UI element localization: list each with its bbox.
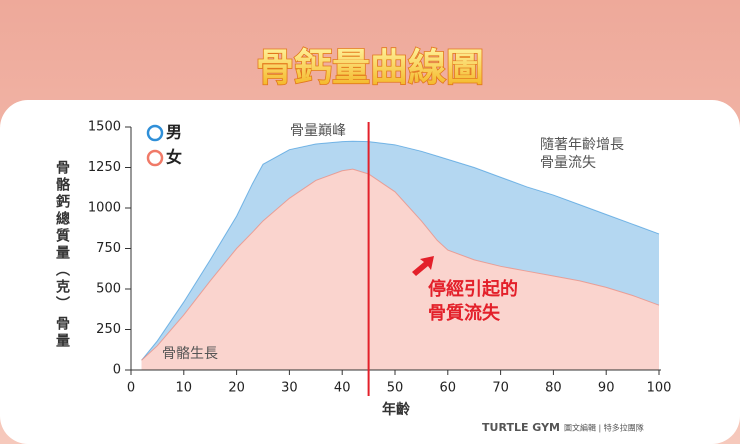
y-axis-label: 骨骼鈣總質量（克）	[54, 159, 71, 313]
x-tick-label: 70	[492, 381, 509, 396]
annotation: 停經引起的	[428, 278, 518, 300]
x-tick-label: 100	[647, 381, 672, 396]
legend-marker	[146, 149, 164, 167]
annotation: 骨量巔峰	[290, 123, 346, 139]
logo: TURTLE GYM	[482, 421, 560, 434]
x-tick-label: 0	[127, 381, 135, 396]
legend-label: 女	[166, 148, 182, 167]
y-tick-label: 0	[113, 363, 121, 378]
x-tick-label: 30	[281, 381, 298, 396]
y-tick-label: 500	[96, 282, 121, 297]
y-tick-label: 1500	[88, 120, 121, 135]
x-tick-label: 60	[440, 381, 457, 396]
y-tick-label: 1000	[88, 201, 121, 216]
y-tick-label: 1250	[88, 160, 121, 175]
line	[141, 140, 660, 361]
annotation: 隨著年齡增長	[540, 137, 624, 153]
chart-title: 骨鈣量曲線圖	[256, 46, 484, 90]
x-tick-label: 40	[334, 381, 351, 396]
legend-marker	[146, 124, 164, 142]
x-tick-label: 80	[545, 381, 562, 396]
x-tick-label: 50	[387, 381, 404, 396]
x-tick-label: 20	[228, 381, 245, 396]
credit: 圖文編輯 | 特多拉團隊	[564, 423, 644, 433]
x-axis-label: 年齡	[382, 401, 410, 418]
annotation: 骨骼生長	[162, 346, 218, 362]
y-axis-label-2: 骨量	[54, 315, 70, 350]
area-mask	[141, 169, 659, 370]
x-tick-label: 10	[176, 381, 193, 396]
legend-label: 男	[166, 123, 182, 142]
line	[141, 168, 660, 361]
annotation: 骨質流失	[428, 302, 501, 324]
y-tick-label: 250	[96, 322, 121, 337]
y-tick-label: 750	[96, 241, 121, 256]
annotation: 骨量流失	[540, 155, 596, 171]
x-tick-label: 90	[598, 381, 615, 396]
area	[141, 169, 659, 370]
arrow	[412, 256, 434, 276]
